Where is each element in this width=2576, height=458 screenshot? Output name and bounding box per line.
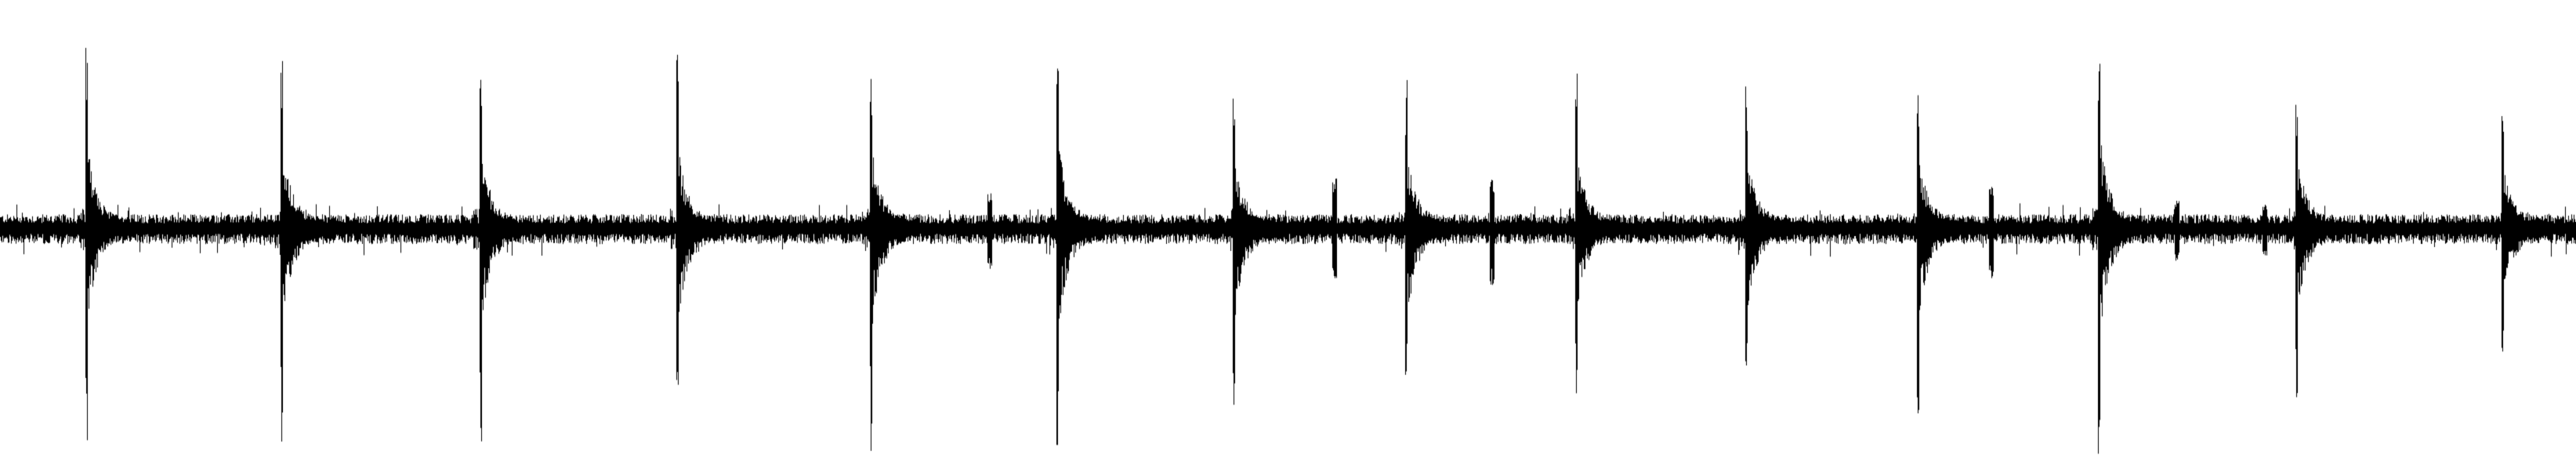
audio-waveform: [0, 0, 2576, 458]
